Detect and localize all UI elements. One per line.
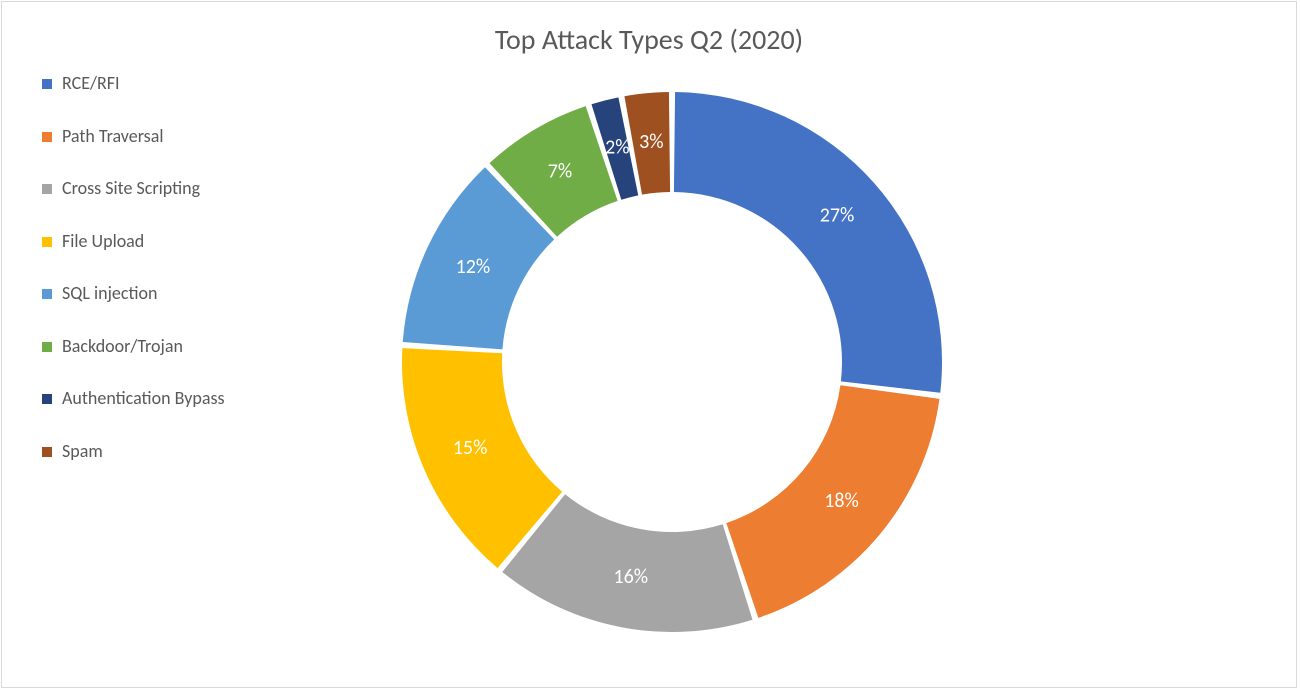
legend-item: Spam [42, 440, 262, 463]
legend-item: Authentication Bypass [42, 387, 262, 410]
slice-label: 16% [613, 565, 648, 589]
legend-swatch [42, 132, 52, 142]
legend-label: Spam [62, 440, 103, 463]
slice-label: 2% [605, 136, 629, 160]
legend-label: Cross Site Scripting [62, 177, 200, 200]
donut-svg: 27% 18% 16% 15% 12% 7% 2% 3% [387, 77, 957, 647]
legend-label: Authentication Bypass [62, 387, 225, 410]
legend-item: SQL injection [42, 282, 262, 305]
legend-label: RCE/RFI [62, 72, 120, 95]
legend-swatch [42, 342, 52, 352]
legend-swatch [42, 394, 52, 404]
slice-label: 15% [453, 436, 488, 460]
legend-label: File Upload [62, 230, 144, 253]
legend-item: Backdoor/Trojan [42, 335, 262, 358]
chart-title: Top Attack Types Q2 (2020) [495, 22, 803, 57]
legend-item: Cross Site Scripting [42, 177, 262, 200]
slice-label: 7% [548, 159, 572, 183]
legend-label: Path Traversal [62, 125, 163, 148]
slice-label: 3% [639, 130, 663, 154]
legend-item: RCE/RFI [42, 72, 262, 95]
slice-label: 12% [456, 255, 491, 279]
legend-swatch [42, 184, 52, 194]
slice-label: 27% [820, 203, 855, 227]
legend-item: File Upload [42, 230, 262, 253]
legend-swatch [42, 447, 52, 457]
donut-chart: 27% 18% 16% 15% 12% 7% 2% 3% [387, 77, 957, 647]
legend-swatch [42, 237, 52, 247]
donut-slices [402, 92, 942, 632]
chart-container: Top Attack Types Q2 (2020) RCE/RFI Path … [1, 1, 1297, 688]
slice-label: 18% [824, 489, 859, 513]
donut-slice [674, 92, 942, 393]
legend-label: SQL injection [62, 282, 157, 305]
legend-item: Path Traversal [42, 125, 262, 148]
legend-swatch [42, 289, 52, 299]
legend-label: Backdoor/Trojan [62, 335, 183, 358]
legend: RCE/RFI Path Traversal Cross Site Script… [42, 72, 262, 492]
legend-swatch [42, 79, 52, 89]
